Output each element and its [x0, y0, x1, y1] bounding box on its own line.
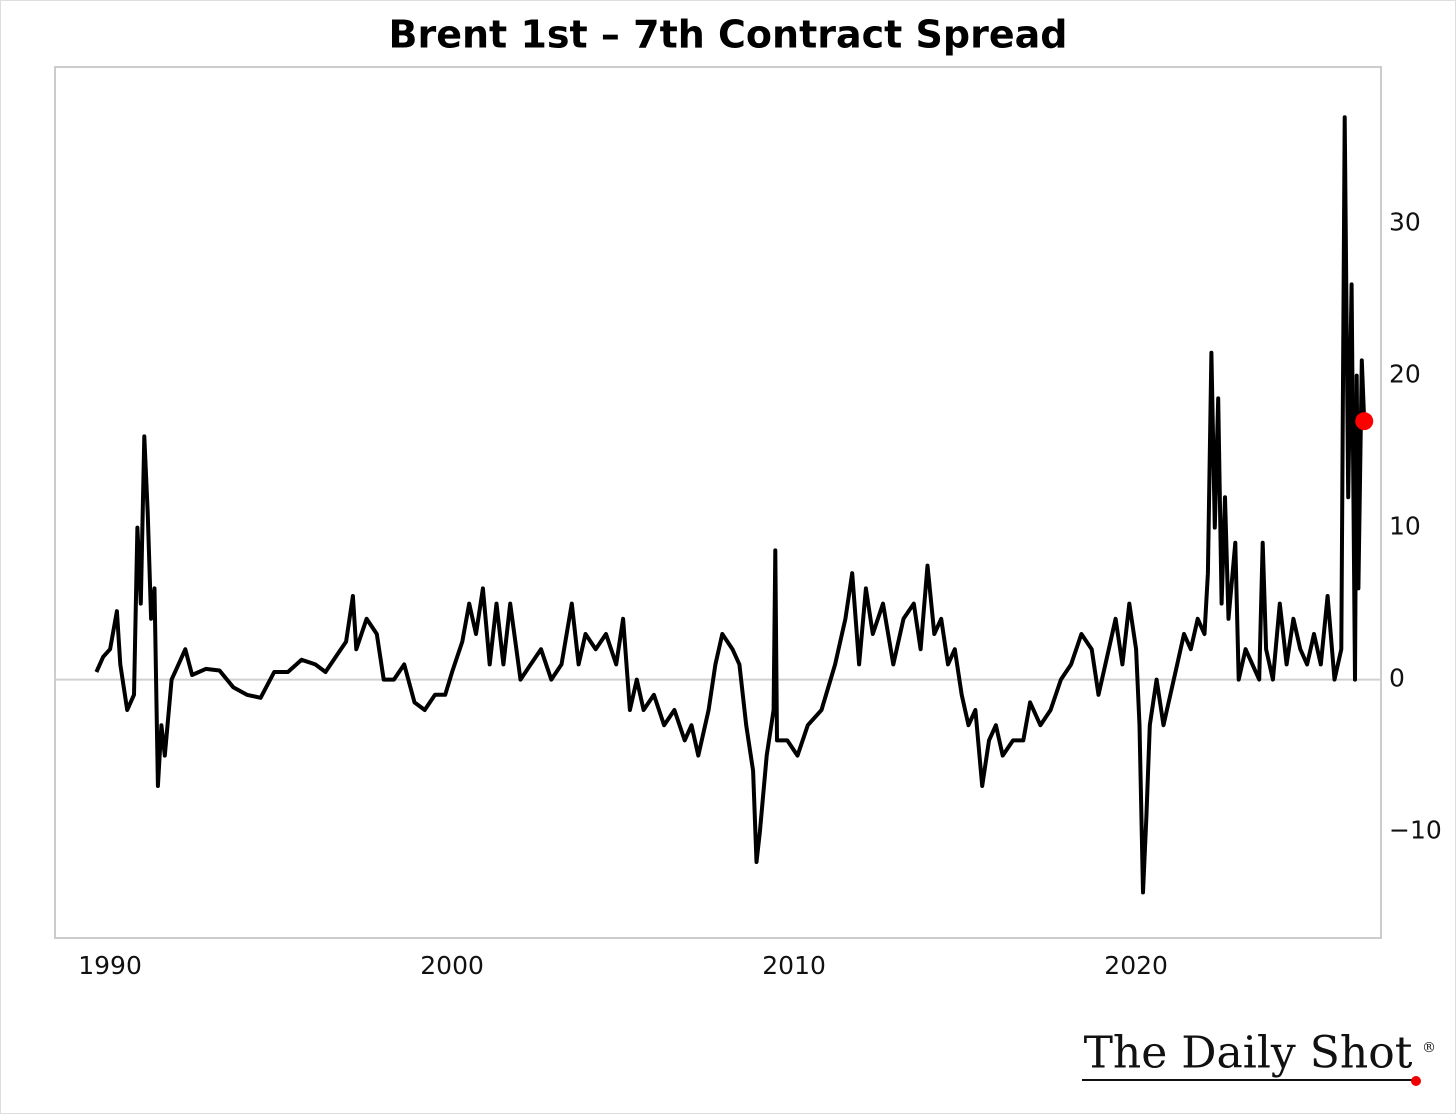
chart-title: Brent 1st – 7th Contract Spread [389, 13, 1068, 57]
y-tick-label: 30 [1389, 208, 1421, 237]
line-series [94, 115, 1367, 895]
logo-mark: ® [1422, 1040, 1436, 1056]
x-tick-label: 2000 [420, 951, 484, 980]
y-tick-label: 10 [1389, 512, 1421, 541]
y-tick-label: −10 [1389, 816, 1442, 845]
logo-text: The Daily Shot [1084, 1028, 1413, 1079]
y-tick-label: 20 [1389, 360, 1421, 389]
x-tick-label: 1990 [78, 951, 142, 980]
logo-dot [1411, 1076, 1421, 1086]
logo: The Daily Shot ® [1082, 1028, 1436, 1086]
y-tick-label: 0 [1389, 664, 1405, 693]
x-tick-label: 2020 [1104, 951, 1168, 980]
x-tick-label: 2010 [762, 951, 826, 980]
plot-frame [54, 66, 1382, 939]
last-point [1355, 412, 1374, 431]
